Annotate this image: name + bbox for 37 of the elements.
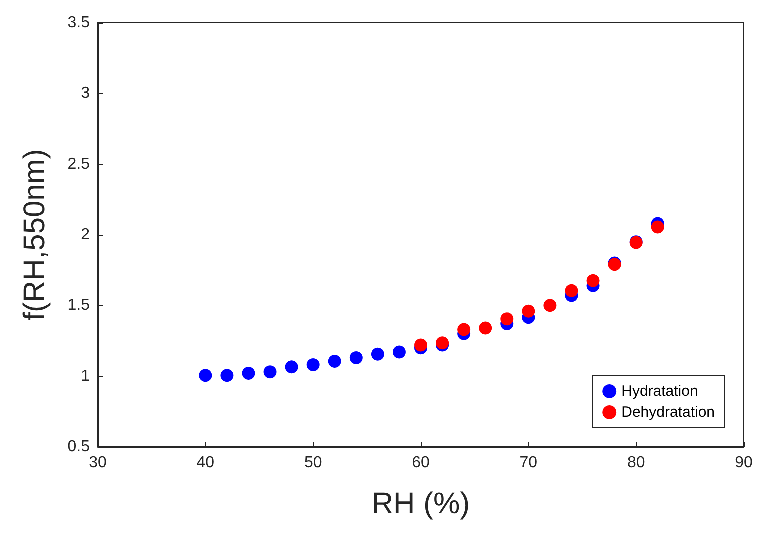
x-tick-label: 60 — [412, 454, 430, 472]
legend-label: Dehydratation — [622, 404, 716, 421]
y-tick-label: 1.5 — [68, 297, 90, 314]
point — [328, 354, 342, 368]
y-tick-label: 1 — [81, 368, 90, 385]
x-tick-label: 40 — [196, 454, 215, 472]
point — [199, 369, 212, 382]
point — [285, 360, 298, 374]
point — [565, 284, 578, 298]
point — [586, 274, 600, 288]
x-axis-title: RH (%) — [372, 488, 470, 520]
x-tick-label: 30 — [89, 454, 107, 472]
point — [350, 351, 363, 364]
point — [306, 358, 320, 372]
point — [264, 366, 277, 379]
x-tick-label: 70 — [520, 454, 538, 472]
y-tick-label: 2.5 — [68, 156, 90, 173]
point — [522, 304, 536, 318]
x-tick-label: 80 — [627, 454, 646, 472]
point — [392, 346, 406, 359]
point — [651, 220, 664, 234]
point — [242, 367, 256, 380]
y-tick-label: 3.5 — [68, 14, 90, 32]
point — [371, 348, 384, 361]
legend-label: Hydratation — [622, 383, 698, 400]
x-tick-label: 50 — [304, 454, 322, 472]
y-tick-label: 2 — [81, 226, 90, 244]
point — [500, 312, 514, 326]
x-tick-label: 90 — [735, 454, 753, 472]
y-tick-label: 3 — [81, 85, 90, 102]
point — [220, 369, 234, 382]
y-tick-label: 0.5 — [68, 438, 90, 456]
point — [544, 299, 557, 312]
point — [479, 322, 492, 335]
point — [458, 323, 471, 336]
y-axis-title: f(RH,550nm) — [18, 149, 52, 321]
point — [414, 338, 428, 352]
